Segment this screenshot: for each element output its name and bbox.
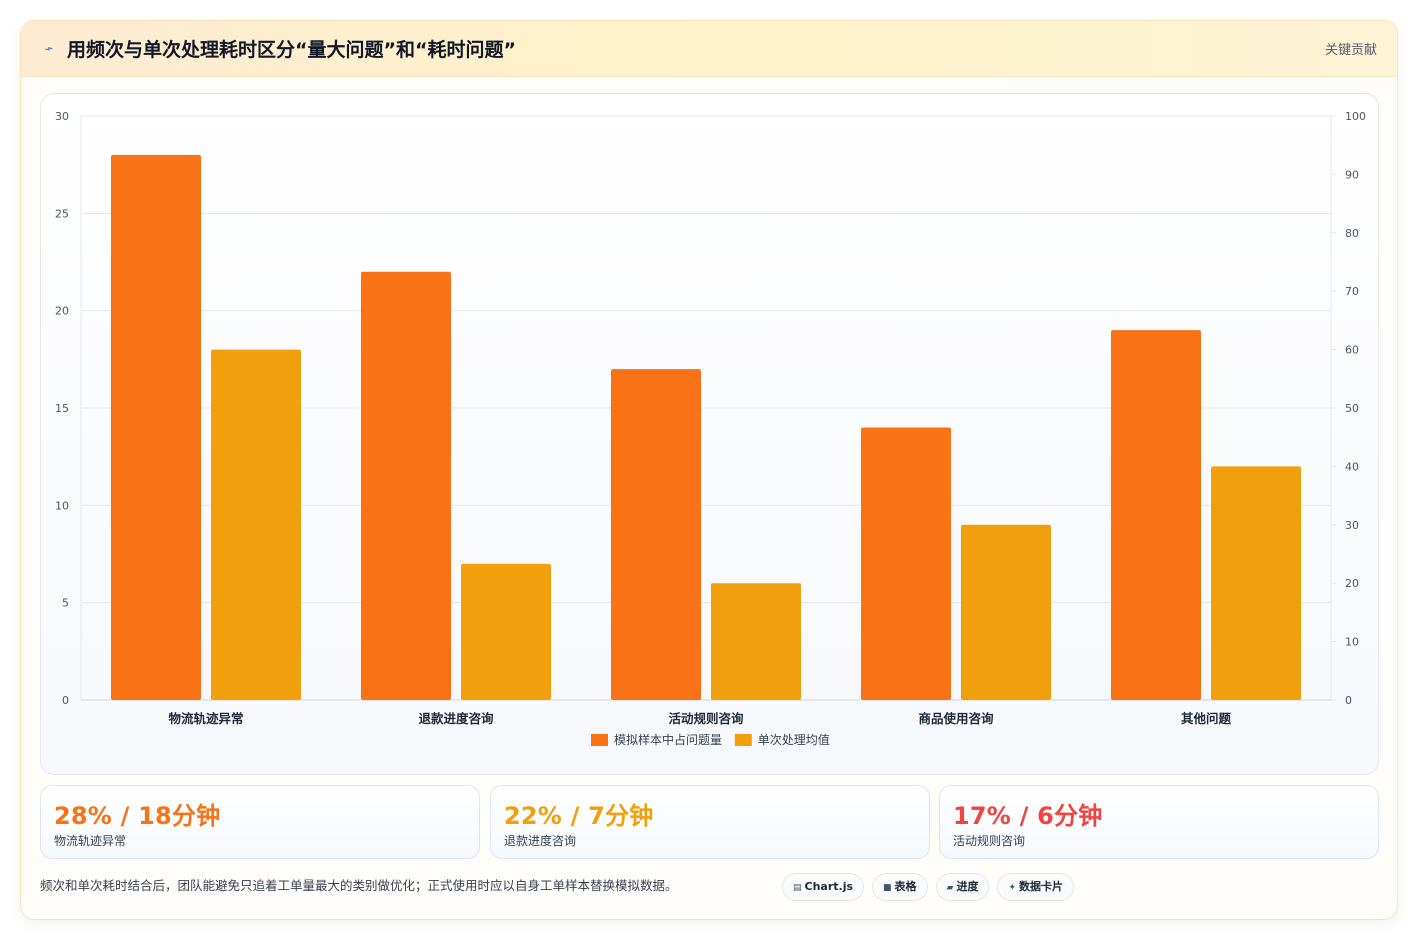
chart-panel: 0 5 10 15 20 25 30 0 10 20 30 40 50 60 70 80 90 100 物流轨迹异常… bbox=[40, 93, 1379, 775]
stat-card-3: 17% / 6分钟 活动规则咨询 bbox=[939, 785, 1379, 859]
table-icon: ■ bbox=[883, 883, 892, 893]
y-right-tick-label: 70 bbox=[1345, 285, 1359, 298]
chip-label: 进度 bbox=[956, 880, 979, 893]
y-left-tick-label: 0 bbox=[62, 694, 69, 707]
sparkle-icon: ✦ bbox=[1008, 883, 1017, 893]
bar-5-handling-time bbox=[1211, 466, 1301, 700]
stat-cards: 28% / 18分钟 物流轨迹异常 22% / 7分钟 退款进度咨询 17% /… bbox=[40, 785, 1379, 859]
y-left-tick-label: 20 bbox=[55, 305, 69, 318]
bar-5-frequency bbox=[1111, 330, 1201, 700]
stat-label: 退款进度咨询 bbox=[504, 834, 577, 848]
bar-chart: 0 5 10 15 20 25 30 0 10 20 30 40 50 60 70 80 90 100 物流轨迹异常… bbox=[55, 110, 1366, 747]
y-right-tick-label: 0 bbox=[1345, 694, 1352, 707]
stat-card-1: 28% / 18分钟 物流轨迹异常 bbox=[40, 785, 480, 859]
y-right-tick-label: 50 bbox=[1345, 402, 1359, 415]
stat-label: 活动规则咨询 bbox=[953, 834, 1026, 848]
legend-label-2: 单次处理均值 bbox=[758, 732, 830, 747]
bar-2-handling-time bbox=[461, 563, 551, 700]
chart-icon: ▤ bbox=[793, 883, 802, 893]
stat-value: 17% / 6分钟 bbox=[953, 802, 1103, 830]
key-contribution-label: 关键贡献 bbox=[1324, 43, 1377, 58]
chip-chartjs[interactable]: ▤ Chart.js bbox=[782, 873, 865, 901]
y-right-tick-label: 100 bbox=[1345, 110, 1366, 123]
bar-1-frequency bbox=[111, 154, 201, 700]
chip-label: 数据卡片 bbox=[1019, 880, 1064, 893]
y-left-tick-label: 5 bbox=[62, 597, 69, 610]
bar-4-handling-time bbox=[961, 524, 1051, 700]
y-right-tick-label: 90 bbox=[1345, 168, 1359, 181]
bar-3-handling-time bbox=[711, 583, 801, 700]
stat-value: 28% / 18分钟 bbox=[54, 802, 221, 830]
x-category-label: 退款进度咨询 bbox=[418, 711, 494, 726]
y-right-tick-label: 10 bbox=[1345, 636, 1359, 649]
legend-swatch-2 bbox=[734, 734, 752, 746]
y-left-tick-label: 15 bbox=[55, 402, 69, 415]
y-right-tick-label: 60 bbox=[1345, 344, 1359, 357]
chip-data-card[interactable]: ✦ 数据卡片 bbox=[997, 873, 1075, 901]
x-category-label: 其他问题 bbox=[1181, 711, 1232, 726]
title-wrap: ⌁ 用频次与单次处理耗时区分“量大问题”和“耗时问题” bbox=[41, 35, 516, 62]
legend-swatch-1 bbox=[591, 734, 608, 746]
stat-card-2: 22% / 7分钟 退款进度咨询 bbox=[490, 785, 930, 859]
y-right-tick-label: 80 bbox=[1345, 227, 1359, 240]
chip-label: 表格 bbox=[894, 880, 917, 893]
tech-chips: ▤ Chart.js ■ 表格 ▰ 进度 ✦ 数据卡片 bbox=[782, 873, 1075, 901]
x-category-label: 活动规则咨询 bbox=[668, 711, 744, 726]
stat-label: 物流轨迹异常 bbox=[54, 834, 127, 848]
legend-label-1: 模拟样本中占问题量 bbox=[614, 732, 722, 747]
chip-label: Chart.js bbox=[804, 880, 854, 893]
chip-progress[interactable]: ▰ 进度 bbox=[935, 873, 990, 901]
y-right-tick-label: 30 bbox=[1345, 519, 1359, 532]
card-header: ⌁ 用频次与单次处理耗时区分“量大问题”和“耗时问题” 关键贡献 bbox=[21, 21, 1397, 77]
chart-title: 用频次与单次处理耗时区分“量大问题”和“耗时问题” bbox=[67, 39, 516, 61]
stat-value: 22% / 7分钟 bbox=[504, 802, 654, 830]
x-category-label: 商品使用咨询 bbox=[918, 711, 994, 726]
x-category-label: 物流轨迹异常 bbox=[168, 711, 243, 726]
chart-card: ⌁ 用频次与单次处理耗时区分“量大问题”和“耗时问题” 关键贡献 0 5 10 15 2… bbox=[20, 20, 1398, 920]
y-right-tick-label: 20 bbox=[1345, 577, 1359, 590]
y-left-tick-label: 30 bbox=[55, 110, 69, 123]
bar-1-handling-time bbox=[211, 349, 301, 700]
progress-icon: ▰ bbox=[946, 883, 954, 893]
y-left-tick-label: 25 bbox=[55, 207, 69, 220]
chip-table[interactable]: ■ 表格 bbox=[872, 873, 928, 901]
bar-2-frequency bbox=[361, 271, 451, 700]
y-left-tick-label: 10 bbox=[55, 499, 69, 512]
footer-note: 频次和单次耗时结合后，团队能避免只追着工单量最大的类别做优化；正式使用时应以自身… bbox=[40, 878, 678, 893]
bolt-icon: ⌁ bbox=[42, 39, 56, 58]
bar-3-frequency bbox=[611, 369, 701, 700]
y-right-tick-label: 40 bbox=[1345, 460, 1359, 473]
bar-4-frequency bbox=[861, 427, 951, 700]
